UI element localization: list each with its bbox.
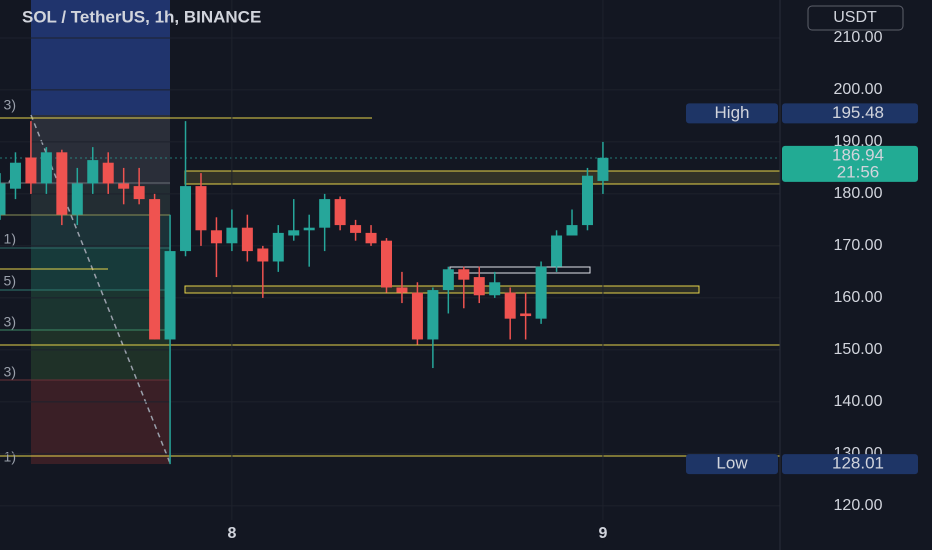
y-tick-label: 120.00 — [834, 497, 883, 514]
fib-label: 3) — [4, 97, 16, 113]
candle-body — [133, 186, 145, 200]
high_marker-value-box — [782, 103, 918, 124]
candle-body — [473, 277, 485, 296]
currency-box[interactable] — [807, 5, 904, 31]
fib-label: 3) — [4, 314, 16, 330]
candle-body — [118, 183, 130, 189]
candle-body — [597, 157, 609, 181]
candle-body — [365, 232, 377, 244]
high_marker-label-box — [686, 103, 778, 124]
candle-body — [504, 292, 516, 319]
candle-body — [458, 269, 470, 280]
low_marker-value-box — [782, 454, 918, 475]
x-tick-label: 9 — [598, 525, 607, 542]
candle-body — [319, 199, 331, 228]
candles — [0, 121, 609, 465]
candle-body — [40, 152, 52, 184]
candle-body — [350, 225, 362, 233]
chart-title: SOL / TetherUS, 1h, BINANCE — [22, 7, 261, 26]
candle-body — [87, 160, 99, 184]
candle-body — [195, 186, 207, 231]
y-tick-label: 210.00 — [834, 29, 883, 46]
y-tick-label: 140.00 — [834, 393, 883, 410]
x-tick-label: 8 — [227, 525, 236, 542]
y-tick-label: 170.00 — [834, 237, 883, 254]
axis-labels: 120.00130.00140.00150.00160.00170.00180.… — [227, 29, 882, 542]
candle-body — [489, 282, 501, 296]
candle-body — [396, 287, 408, 293]
fib-label: 1) — [4, 449, 16, 465]
candle-body — [257, 248, 269, 262]
candle-body — [9, 162, 21, 189]
candle-body — [581, 175, 593, 226]
candle-body — [272, 232, 284, 262]
candle-body — [288, 230, 300, 236]
candle-body — [102, 162, 114, 184]
candle-body — [520, 313, 532, 317]
candle-body — [411, 292, 423, 340]
candle-body — [210, 230, 222, 244]
y-tick-label: 180.00 — [834, 185, 883, 202]
high_marker-label: High — [715, 103, 750, 122]
high_marker-value: 195.48 — [832, 103, 884, 122]
low_marker-label-box — [686, 454, 778, 475]
fib-label: 5) — [4, 273, 16, 289]
candle-body — [442, 269, 454, 291]
low_marker-value: 128.01 — [832, 454, 884, 473]
candle-body — [71, 183, 83, 215]
fib-label: 1) — [4, 231, 16, 247]
currency: USDT — [833, 9, 877, 26]
y-tick-label: 160.00 — [834, 289, 883, 306]
candle-body — [303, 227, 315, 231]
y-tick-label: 200.00 — [834, 81, 883, 98]
candle-body — [0, 183, 6, 215]
drawings — [0, 0, 781, 464]
candle-body — [535, 266, 547, 319]
candle-body — [56, 152, 68, 215]
candle-body — [25, 157, 37, 184]
candle-body — [381, 240, 392, 288]
last-price: 186.94 — [832, 145, 884, 164]
fib-label: 3) — [4, 364, 16, 380]
countdown: 21:56 — [837, 162, 880, 181]
candle-body — [427, 290, 439, 340]
y-tick-label: 150.00 — [834, 341, 883, 358]
candle-body — [164, 251, 176, 340]
low_marker-label: Low — [716, 454, 748, 473]
candle-body — [226, 227, 238, 244]
candle-body — [180, 186, 192, 252]
candle-body — [334, 199, 346, 226]
last-price-box — [782, 145, 918, 182]
grid — [0, 0, 780, 520]
candle-body — [149, 199, 161, 340]
candle-body — [241, 227, 253, 252]
candle-body — [551, 235, 563, 267]
candle-body — [566, 225, 578, 236]
fib-labels: 3)41)5)3)3)1) — [4, 97, 17, 465]
